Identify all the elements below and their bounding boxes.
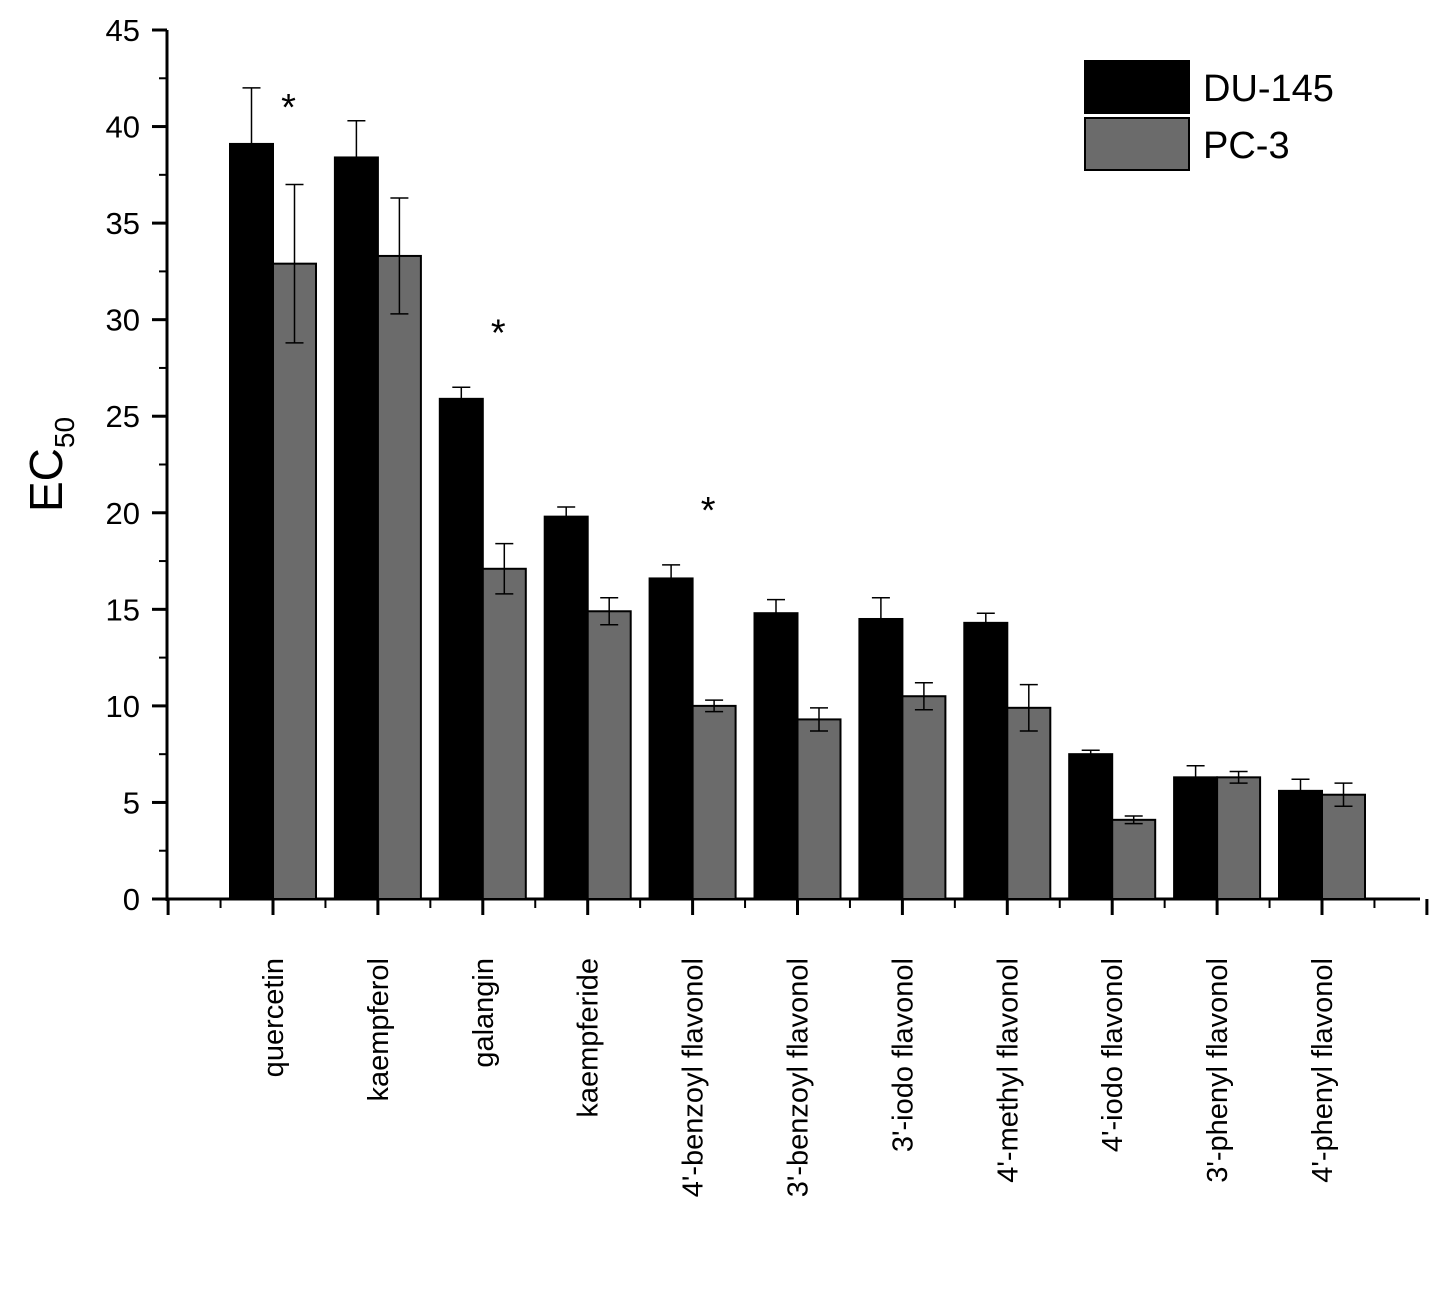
y-tick-label: 5 (123, 785, 140, 820)
significance-markers: * * * (281, 87, 716, 532)
bar-du145-4 (648, 577, 694, 900)
y-axis-label: EC50 (20, 417, 80, 512)
y-tick-label: 40 (106, 110, 140, 145)
y-tick-label: 30 (106, 303, 140, 338)
category-label: 3'-iodo flavonol (887, 958, 919, 1152)
category-label: 3'-phenyl flavonol (1202, 958, 1234, 1183)
category-label: 4'-benzoyl flavonol (678, 958, 710, 1197)
error-bars (242, 87, 1353, 825)
bar-pc3-5 (796, 718, 842, 901)
category-labels: quercetin kaempferol galangin kaempferide 4'… (258, 958, 1339, 1197)
y-tick-label: 35 (106, 206, 140, 241)
bar-du145-0 (229, 142, 274, 901)
bar-pc3-2 (481, 567, 527, 901)
bar-pc3-6 (901, 695, 947, 900)
bar-pc3-0 (272, 262, 317, 901)
legend-label-du145: DU-145 (1203, 68, 1334, 110)
bar-du145-7 (963, 621, 1009, 901)
legend-swatch-du145 (1084, 60, 1190, 114)
bar-du145-5 (753, 612, 799, 900)
bar-pc3-4 (691, 704, 737, 901)
bar-pc3-3 (586, 610, 632, 901)
category-label: kaempferol (363, 958, 395, 1101)
bar-du145-2 (438, 397, 484, 900)
bar-du145-6 (858, 617, 904, 900)
bar-du145-10 (1278, 789, 1323, 901)
significance-star: * (281, 87, 296, 129)
bar-pc3-1 (376, 254, 422, 900)
y-axis-label-subscript: 50 (49, 417, 80, 448)
significance-star: * (701, 490, 716, 532)
bar-pc3-7 (1006, 706, 1052, 900)
category-label: quercetin (258, 958, 290, 1077)
category-label: 4'-methyl flavonol (992, 958, 1024, 1183)
bar-du145-1 (333, 156, 379, 901)
category-label: 3'-benzoyl flavonol (783, 958, 815, 1197)
y-tick-label: 15 (106, 592, 140, 627)
y-tick-label: 45 (106, 13, 140, 48)
significance-star: * (491, 312, 506, 354)
legend-label-pc3: PC-3 (1203, 125, 1290, 167)
y-tick-label: 10 (106, 689, 140, 724)
category-label: kaempferide (573, 958, 605, 1118)
category-label: 4'-iodo flavonol (1097, 958, 1129, 1152)
y-tick-label: 0 (123, 882, 140, 917)
bar-du145-8 (1068, 753, 1114, 901)
bar-du145-3 (543, 515, 589, 900)
y-axis-label-main: EC (20, 448, 72, 512)
bar-pc3-10 (1321, 793, 1366, 900)
x-axis (166, 897, 1429, 915)
y-axis: 0 5 10 15 20 25 30 35 40 45 (106, 13, 169, 917)
bars (229, 142, 1366, 901)
bar-pc3-8 (1111, 818, 1157, 901)
legend-swatch-pc3 (1084, 117, 1190, 171)
bar-pc3-9 (1216, 776, 1262, 901)
category-label: 4'-phenyl flavonol (1307, 958, 1339, 1183)
category-label: galangin (468, 958, 500, 1068)
bar-du145-9 (1173, 776, 1219, 901)
y-tick-label: 20 (106, 496, 140, 531)
legend: DU-145 PC-3 (1084, 60, 1334, 171)
y-tick-label: 25 (106, 399, 140, 434)
